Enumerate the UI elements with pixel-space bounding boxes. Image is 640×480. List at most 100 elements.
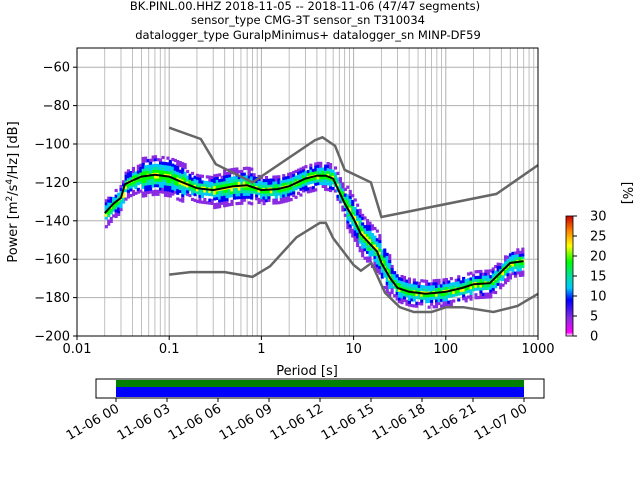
psd-cell xyxy=(390,267,394,271)
psd-cell xyxy=(287,175,291,179)
psd-cell xyxy=(176,174,180,178)
psd-cell xyxy=(247,169,251,173)
psd-cell xyxy=(356,235,360,239)
psd-cell xyxy=(457,281,461,285)
psd-cell xyxy=(390,288,394,292)
psd-cell xyxy=(516,256,520,261)
psd-cell xyxy=(186,192,190,197)
psd-cell xyxy=(301,174,305,179)
psd-cell xyxy=(287,198,291,202)
psd-cell xyxy=(314,188,318,192)
psd-cell xyxy=(144,159,148,163)
psd-cell xyxy=(363,256,367,260)
coverage-tick-label: 11-07 00 xyxy=(472,401,530,443)
psd-cell xyxy=(304,182,308,186)
psd-cell xyxy=(240,193,244,197)
psd-cell xyxy=(393,279,397,283)
psd-cell xyxy=(255,197,259,201)
psd-cell xyxy=(484,275,488,279)
psd-cell xyxy=(289,180,293,184)
psd-cell xyxy=(499,263,503,267)
psd-cell xyxy=(432,285,436,289)
psd-cell xyxy=(262,199,266,203)
psd-cell xyxy=(181,185,185,189)
psd-cell xyxy=(422,288,426,292)
psd-cell xyxy=(154,163,158,167)
psd-cell xyxy=(407,280,411,284)
psd-cell xyxy=(279,180,283,184)
psd-cell xyxy=(242,195,246,199)
psd-cell xyxy=(250,196,254,200)
psd-cell xyxy=(198,191,202,195)
psd-cell xyxy=(370,253,374,257)
psd-cell xyxy=(168,182,172,186)
psd-cell xyxy=(403,284,407,288)
psd-cell xyxy=(366,224,370,228)
psd-cell xyxy=(166,185,170,189)
psd-cell xyxy=(191,189,195,193)
psd-cell xyxy=(104,216,108,220)
psd-cell xyxy=(388,262,392,266)
psd-cell xyxy=(368,253,372,257)
psd-cell xyxy=(506,270,510,274)
psd-cell xyxy=(368,256,372,260)
psd-cell xyxy=(304,170,308,175)
psd-cell xyxy=(136,182,140,186)
psd-cell xyxy=(452,285,456,289)
psd-cell xyxy=(521,273,525,277)
psd-cell xyxy=(292,188,296,192)
psd-cell xyxy=(375,264,379,268)
psd-cell xyxy=(457,283,461,288)
psd-cell xyxy=(430,299,434,303)
psd-cell xyxy=(356,215,360,219)
psd-cell xyxy=(437,278,441,282)
psd-cell xyxy=(195,173,199,177)
psd-cell xyxy=(351,222,355,227)
psd-cell xyxy=(225,177,229,181)
psd-cell xyxy=(109,211,113,215)
psd-cell xyxy=(363,230,367,234)
title-line-2: sensor_type CMG-3T sensor_sn T310034 xyxy=(191,13,425,27)
psd-cell xyxy=(114,211,118,216)
x-tick-label: 100 xyxy=(433,342,458,357)
psd-cell xyxy=(299,170,303,174)
psd-cell xyxy=(225,200,229,204)
psd-cell xyxy=(205,186,209,190)
psd-cell xyxy=(208,192,212,197)
psd-cell xyxy=(260,187,264,191)
psd-cell xyxy=(195,185,199,189)
psd-cell xyxy=(144,171,148,175)
psd-cell xyxy=(331,187,335,191)
psd-cell xyxy=(486,275,490,279)
psd-cell xyxy=(385,264,389,268)
psd-cell xyxy=(457,289,461,293)
psd-cell xyxy=(518,250,522,254)
psd-cell xyxy=(494,279,498,283)
psd-cell xyxy=(499,268,503,272)
psd-cell xyxy=(353,224,357,228)
psd-cell xyxy=(287,172,291,176)
psd-cell xyxy=(284,199,288,203)
psd-cell xyxy=(304,188,308,192)
psd-cell xyxy=(513,265,517,270)
psd-cell xyxy=(144,176,148,180)
psd-cell xyxy=(375,255,379,259)
psd-cell xyxy=(269,181,273,185)
psd-cell xyxy=(511,263,515,267)
psd-cell xyxy=(316,164,320,168)
psd-cell xyxy=(469,277,473,281)
psd-cell xyxy=(326,167,330,171)
psd-cell xyxy=(437,284,441,288)
psd-cell xyxy=(375,269,379,273)
psd-cell xyxy=(213,180,217,184)
psd-cell xyxy=(247,192,251,196)
psd-cell xyxy=(422,293,426,298)
psd-cell xyxy=(521,253,525,257)
psd-cell xyxy=(269,184,273,188)
psd-cell xyxy=(378,248,382,252)
psd-cell xyxy=(205,192,209,196)
psd-cell xyxy=(230,168,234,172)
psd-cell xyxy=(351,194,355,198)
psd-cell xyxy=(213,185,217,189)
y-axis: −60 −80 −100 −120 −140 −160 −180 −200 xyxy=(34,61,77,345)
